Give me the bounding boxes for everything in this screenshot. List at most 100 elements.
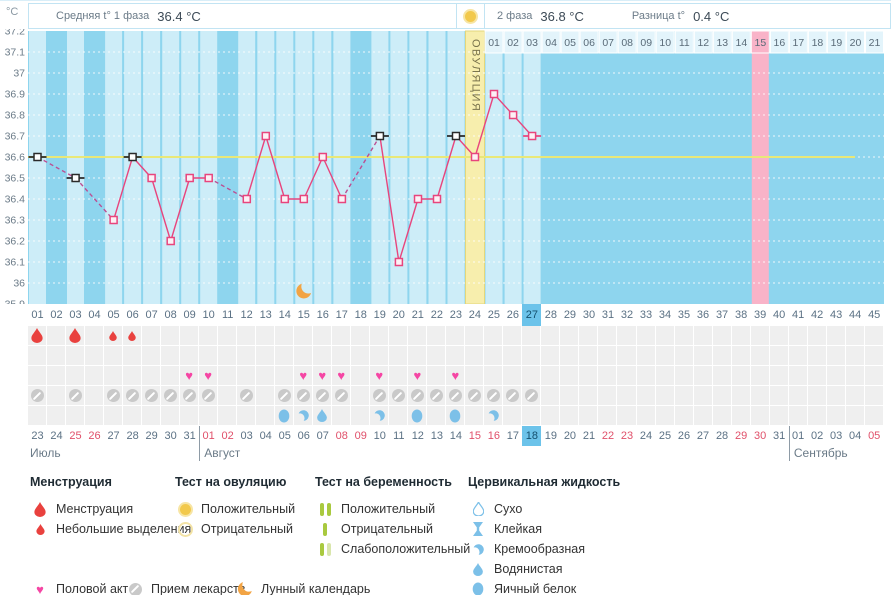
date-cell[interactable]: 24	[50, 430, 63, 442]
temp-marker[interactable]	[527, 131, 537, 141]
date-cell[interactable]: 13	[430, 430, 443, 442]
date-cell[interactable]: 31	[183, 430, 196, 442]
cycle-day-cell[interactable]: 38	[734, 309, 748, 321]
temp-marker[interactable]	[318, 152, 328, 162]
temp-marker[interactable]	[261, 131, 271, 141]
cycle-day-cell[interactable]: 15	[297, 309, 310, 321]
date-cell[interactable]: 30	[164, 430, 177, 442]
cycle-day-cell[interactable]: 18	[354, 309, 367, 321]
cycle-day-cell[interactable]: 22	[430, 309, 443, 321]
date-cell[interactable]: 02	[221, 430, 234, 442]
date-cell[interactable]: 27	[107, 430, 120, 442]
temp-marker[interactable]	[185, 173, 194, 183]
bbt-temperature-chart[interactable]: 01 02 03 04 05 06 07 08 09 10 11 12 13 14 15 16 17 18 19 20…	[0, 29, 891, 304]
cycle-day-cell[interactable]: 26	[506, 309, 520, 321]
cycle-day-cell[interactable]: 07	[145, 309, 158, 321]
temp-marker[interactable]	[204, 173, 213, 183]
cycle-day-cell[interactable]: 16	[316, 309, 329, 321]
temp-marker[interactable]	[71, 173, 80, 183]
temp-marker[interactable]	[489, 89, 499, 99]
cycle-day-cell[interactable]: 32	[620, 309, 634, 321]
temp-marker[interactable]	[375, 131, 385, 141]
date-cell[interactable]: 28	[126, 430, 139, 442]
date-cell[interactable]: 31	[772, 430, 786, 442]
date-cell[interactable]: 07	[316, 430, 329, 442]
cycle-day-cell[interactable]: 33	[639, 309, 653, 321]
temp-marker[interactable]	[33, 152, 42, 162]
date-cell[interactable]: 30	[753, 430, 767, 442]
date-cell[interactable]: 27	[696, 430, 710, 442]
cycle-day-cell[interactable]: 29	[563, 309, 577, 321]
date-cell[interactable]: 02	[811, 430, 824, 442]
cycle-day-cell[interactable]: 19	[373, 309, 386, 321]
cycle-day-cell[interactable]: 04	[88, 309, 101, 321]
date-cell[interactable]: 03	[830, 430, 843, 442]
date-cell[interactable]: 05	[278, 430, 291, 442]
date-cell[interactable]: 04	[849, 430, 862, 442]
temp-marker[interactable]	[299, 194, 309, 204]
temp-marker[interactable]	[413, 194, 423, 204]
cycle-day-cell[interactable]: 31	[601, 309, 615, 321]
date-cell[interactable]: 04	[259, 430, 272, 442]
date-cell[interactable]: 15	[468, 430, 481, 442]
cycle-day-cell[interactable]: 17	[335, 309, 348, 321]
temp-marker[interactable]	[508, 110, 518, 120]
date-cell[interactable]: 24	[639, 430, 653, 442]
cycle-day-cell[interactable]: 14	[278, 309, 291, 321]
cycle-day-cell[interactable]: 05	[107, 309, 120, 321]
date-cell[interactable]: 09	[354, 430, 367, 442]
cycle-day-cell[interactable]: 28	[544, 309, 558, 321]
cycle-day-cell[interactable]: 03	[69, 309, 82, 321]
temp-marker[interactable]	[337, 194, 347, 204]
date-cell[interactable]: 20	[563, 430, 577, 442]
cycle-day-cell[interactable]: 23	[449, 309, 462, 321]
cycle-day-cell[interactable]: 37	[715, 309, 729, 321]
cycle-day-cell[interactable]: 34	[658, 309, 672, 321]
date-cell[interactable]: 25	[69, 430, 82, 442]
temp-marker[interactable]	[280, 194, 290, 204]
date-cell[interactable]: 28	[715, 430, 729, 442]
cycle-day-cell[interactable]: 01	[31, 309, 44, 321]
date-cell[interactable]: 23	[31, 430, 44, 442]
cycle-day-cell[interactable]: 06	[126, 309, 139, 321]
cycle-day-cell[interactable]: 27	[522, 304, 542, 326]
cycle-day-cell[interactable]: 11	[221, 309, 234, 321]
date-cell[interactable]: 05	[868, 430, 881, 442]
date-cell[interactable]: 21	[582, 430, 596, 442]
temp-marker[interactable]	[147, 173, 156, 183]
date-cell[interactable]: 29	[734, 430, 748, 442]
cycle-day-cell[interactable]: 10	[202, 309, 215, 321]
date-cell[interactable]: 11	[393, 430, 405, 442]
cycle-day-cell[interactable]: 30	[582, 309, 596, 321]
date-cell[interactable]: 06	[297, 430, 310, 442]
cycle-day-cell[interactable]: 24	[468, 309, 481, 321]
cycle-day-cell[interactable]: 09	[183, 309, 196, 321]
cycle-day-cell[interactable]: 35	[677, 309, 691, 321]
date-cell[interactable]: 18	[522, 426, 542, 446]
cycle-day-cell[interactable]: 20	[392, 309, 405, 321]
cycle-day-cell[interactable]: 08	[164, 309, 177, 321]
date-cell[interactable]: 29	[145, 430, 158, 442]
cycle-day-cell[interactable]: 25	[487, 309, 500, 321]
temp-marker[interactable]	[109, 215, 118, 225]
date-cell[interactable]: 01	[792, 430, 805, 442]
date-cell[interactable]: 16	[487, 430, 500, 442]
date-cell[interactable]: 25	[658, 430, 672, 442]
date-cell[interactable]: 12	[411, 430, 424, 442]
cycle-day-cell[interactable]: 40	[772, 309, 786, 321]
date-cell[interactable]: 14	[449, 430, 462, 442]
date-cell[interactable]: 26	[88, 430, 101, 442]
cycle-day-cell[interactable]: 45	[868, 309, 881, 321]
cycle-day-cell[interactable]: 02	[50, 309, 63, 321]
cycle-day-cell[interactable]: 13	[259, 309, 272, 321]
cycle-day-cell[interactable]: 12	[240, 309, 253, 321]
temp-marker[interactable]	[242, 194, 252, 204]
temp-marker[interactable]	[432, 194, 442, 204]
cycle-day-cell[interactable]: 42	[811, 309, 824, 321]
temp-marker[interactable]	[470, 152, 480, 162]
temp-marker[interactable]	[128, 152, 137, 162]
temp-marker[interactable]	[451, 131, 461, 141]
cycle-day-cell[interactable]: 43	[830, 309, 843, 321]
date-cell[interactable]: 19	[544, 430, 558, 442]
cycle-day-cell[interactable]: 41	[792, 309, 805, 321]
